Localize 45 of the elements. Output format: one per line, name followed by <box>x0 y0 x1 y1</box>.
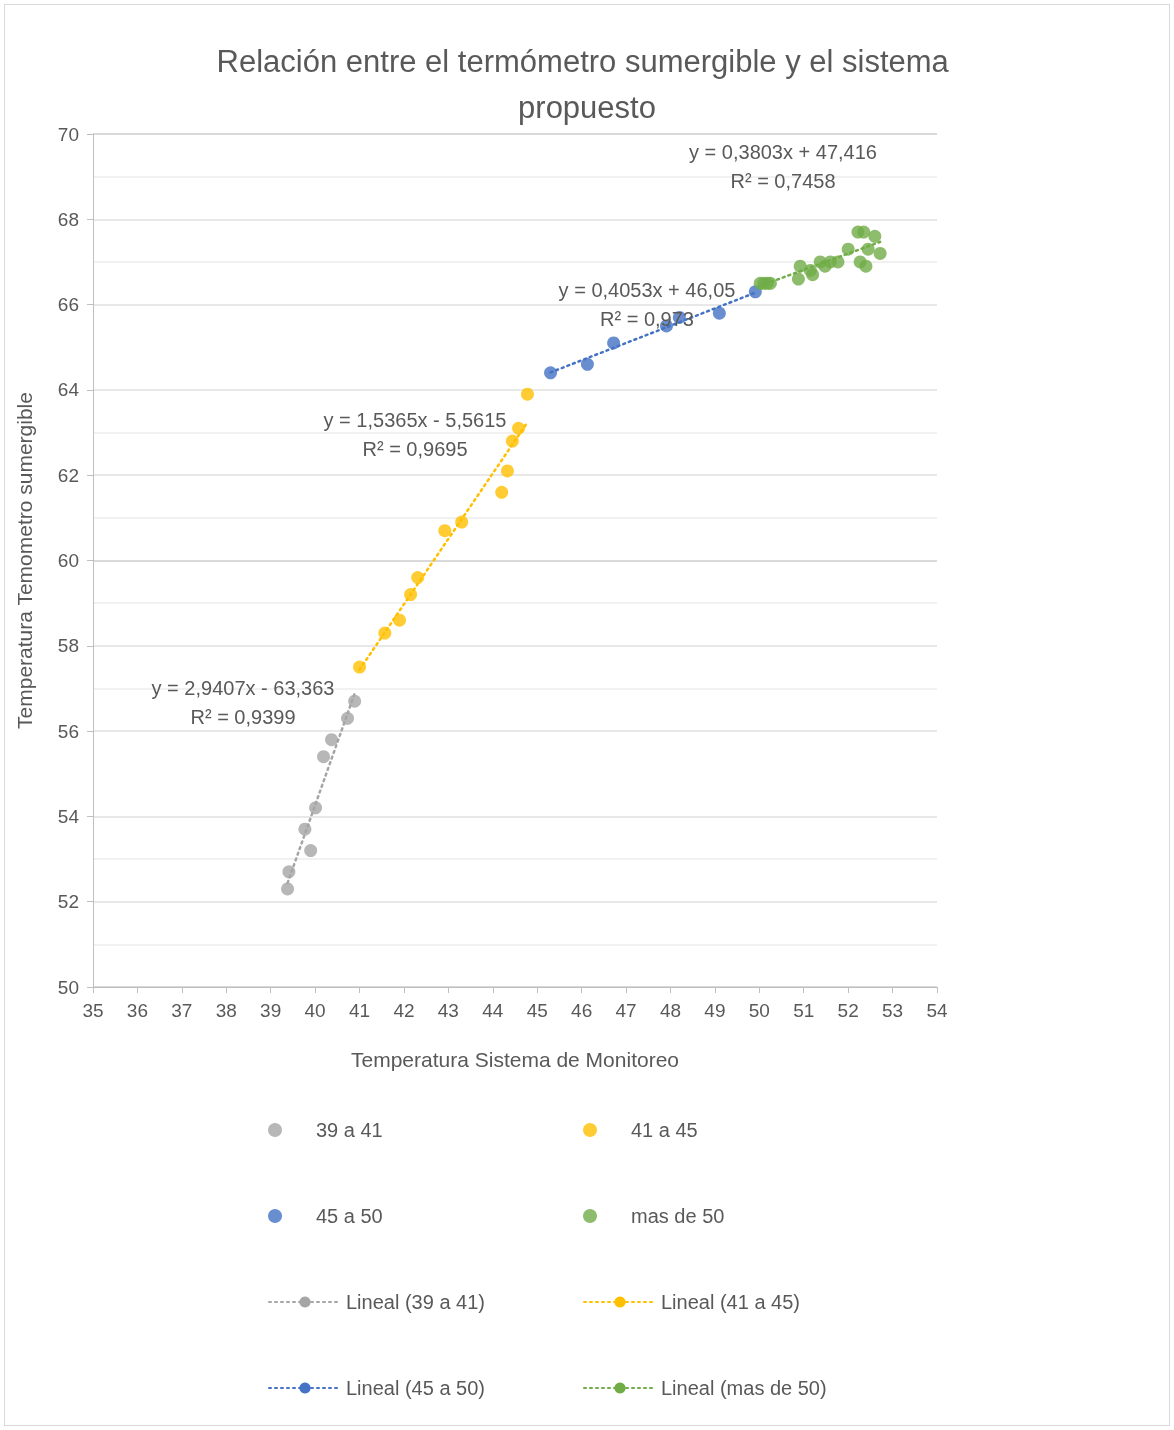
x-tick-label: 35 <box>82 1000 104 1021</box>
x-tick-label: 38 <box>215 1000 237 1021</box>
x-axis-title: Temperatura Sistema de Monitoreo <box>351 1048 679 1071</box>
x-tick-label: 46 <box>571 1000 593 1021</box>
annotation: y = 2,9407x - 63,363 R² = 0,9399 <box>151 676 335 728</box>
y-axis-title: Temperatura Temometro sumergible <box>13 392 36 729</box>
chart-title: Relación entre el termómetro sumergible y el sistema propuesto <box>216 43 958 125</box>
y-tick-label: 58 <box>57 635 79 657</box>
x-tick-label: 53 <box>882 1000 904 1021</box>
y-tick-label: 68 <box>57 208 79 230</box>
y-tick-label: 70 <box>57 123 79 145</box>
x-tick-label: 49 <box>704 1000 726 1021</box>
x-tick-label: 42 <box>393 1000 415 1021</box>
legend-label: Lineal (41 a 45) <box>661 1291 800 1313</box>
x-tick-label: 43 <box>437 1000 459 1021</box>
legend-label: Lineal (39 a 41) <box>346 1291 485 1313</box>
legend-label: 41 a 45 <box>631 1119 698 1141</box>
y-tick-label: 62 <box>57 464 79 486</box>
x-tick-label: 39 <box>260 1000 282 1021</box>
x-tick-label: 41 <box>348 1000 371 1021</box>
annotation: y = 0,3803x + 47,416 R² = 0,7458 <box>689 140 877 192</box>
legend-label: 45 a 50 <box>316 1205 383 1227</box>
y-tick-label: 50 <box>57 976 79 998</box>
x-tick-label: 37 <box>171 1000 193 1021</box>
y-tick-label: 56 <box>57 720 79 742</box>
legend-label: mas de 50 <box>631 1205 725 1227</box>
x-tick-label: 48 <box>659 1000 682 1021</box>
y-tick-label: 54 <box>57 805 80 827</box>
y-tick-label: 52 <box>57 891 79 913</box>
x-tick-label: 52 <box>837 1000 859 1021</box>
y-tick-label: 66 <box>57 294 79 316</box>
x-tick-label: 47 <box>615 1000 637 1021</box>
legend-label: Lineal (mas de 50) <box>661 1377 827 1399</box>
annotation: y = 1,5365x - 5,5615 R² = 0,9695 <box>323 408 507 460</box>
x-tick-label: 50 <box>748 1000 770 1021</box>
y-tick-label: 60 <box>57 550 79 571</box>
y-tick-label: 64 <box>57 379 80 401</box>
legend-label: 39 a 41 <box>316 1119 383 1141</box>
x-tick-label: 44 <box>482 1000 504 1021</box>
legend-label: Lineal (45 a 50) <box>346 1377 485 1399</box>
x-tick-label: 45 <box>526 1000 548 1021</box>
x-tick-label: 54 <box>926 1000 948 1021</box>
x-tick-label: 51 <box>793 1000 815 1021</box>
x-tick-label: 40 <box>304 1000 326 1021</box>
x-tick-label: 36 <box>126 1000 148 1021</box>
